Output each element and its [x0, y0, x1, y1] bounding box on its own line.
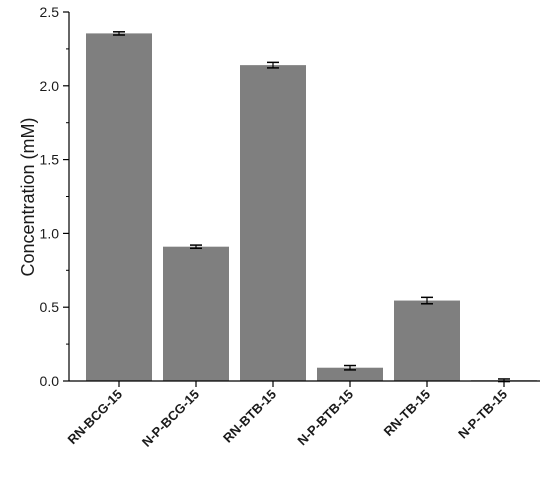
y-tick-label: 0.5	[40, 299, 60, 315]
y-tick-label: 2.5	[40, 4, 60, 20]
y-axis-title: Concentration (mM)	[18, 117, 38, 276]
y-tick-label: 0.0	[40, 373, 60, 389]
y-tick-label: 1.5	[40, 152, 60, 168]
axes-layer	[63, 11, 540, 387]
bars-layer	[86, 33, 537, 382]
bar	[86, 33, 152, 381]
y-tick-label: 1.0	[40, 225, 60, 241]
x-tick-label: N-P-BTB-15	[294, 387, 356, 449]
x-tick-label: RN-BCG-15	[64, 387, 125, 448]
bar	[163, 246, 229, 381]
x-tick-label: N-P-BCG-15	[139, 387, 202, 450]
bar	[240, 65, 306, 382]
error-bars-layer	[113, 31, 510, 383]
bar	[394, 300, 460, 381]
x-tick-label: RN-TB-15	[381, 387, 433, 439]
x-tick-label: N-P-TB-15	[455, 387, 510, 442]
y-tick-label: 2.0	[40, 78, 60, 94]
bar	[317, 367, 383, 381]
x-tick-label: RN-BTB-15	[220, 387, 279, 446]
